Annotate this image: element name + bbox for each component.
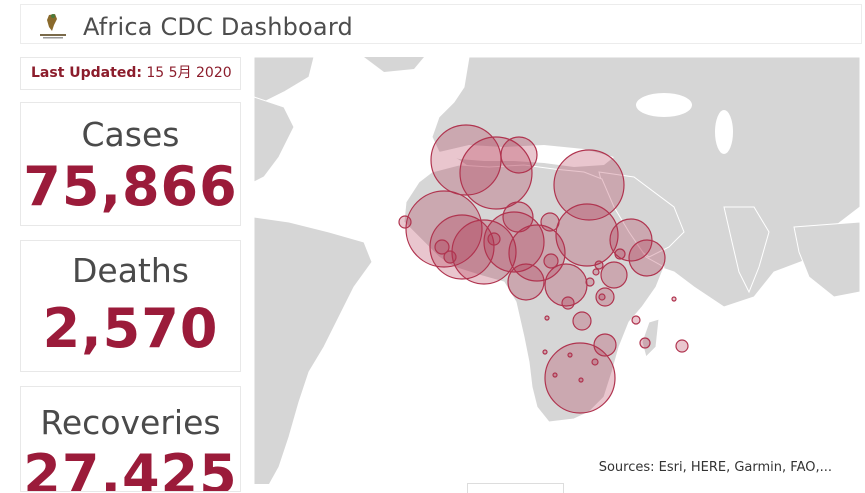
bubble-cape[interactable] (552, 372, 558, 378)
bubble-car[interactable] (543, 253, 559, 269)
bubble-congo[interactable] (544, 315, 550, 321)
bubble-senegal-region[interactable] (405, 190, 483, 268)
bubble-burundi[interactable] (598, 293, 606, 301)
bubble-sierra-leone[interactable] (434, 239, 450, 255)
bubble-algeria[interactable] (459, 136, 533, 210)
bubble-gabon[interactable] (507, 263, 545, 301)
map-bottom-tab[interactable] (467, 483, 564, 493)
bubble-angola[interactable] (561, 296, 575, 310)
bubble-mauritius[interactable] (675, 339, 689, 353)
cases-value: 75,866 (23, 155, 238, 218)
bubble-togo[interactable] (487, 232, 501, 246)
bubble-morocco[interactable] (430, 124, 502, 196)
bubble-seychelles[interactable] (671, 296, 677, 302)
bubble-chad[interactable] (540, 212, 560, 232)
africa-cdc-logo-icon (40, 14, 66, 39)
map-canvas[interactable] (254, 57, 860, 485)
bubble-madagascar[interactable] (639, 337, 651, 349)
bubble-namibia[interactable] (542, 349, 548, 355)
last-updated-banner: Last Updated: 15 5月 2020 (20, 57, 241, 90)
last-updated-label: Last Updated: (31, 65, 142, 81)
bubble-niger[interactable] (502, 201, 534, 233)
deaths-title: Deaths (72, 251, 189, 290)
bubble-zambia[interactable] (572, 311, 592, 331)
deaths-value: 2,570 (42, 297, 219, 360)
bubble-mauritania[interactable] (398, 215, 412, 229)
deaths-card: Deaths 2,570 (20, 240, 241, 372)
cases-card: Cases 75,866 (20, 102, 241, 226)
bubble-tunisia[interactable] (500, 136, 538, 174)
bubble-malawi[interactable] (593, 333, 617, 357)
recoveries-card: Recoveries 27,425 (20, 386, 241, 492)
africa-cases-map[interactable]: Sources: Esri, HERE, Garmin, FAO,... (254, 57, 860, 485)
bubble-comoros[interactable] (631, 315, 641, 325)
bubble-kenya[interactable] (600, 261, 628, 289)
app-title: Africa CDC Dashboard (83, 13, 353, 41)
case-bubbles[interactable] (398, 124, 689, 414)
map-attribution[interactable]: Sources: Esri, HERE, Garmin, FAO,... (598, 460, 832, 475)
dashboard-header: Africa CDC Dashboard (20, 4, 862, 44)
bubble-sudan[interactable] (555, 203, 619, 267)
bubble-uganda[interactable] (585, 277, 595, 287)
last-updated-value: 15 5月 2020 (146, 65, 232, 81)
bubble-botswana[interactable] (567, 352, 573, 358)
bubble-lesotho[interactable] (578, 377, 584, 383)
bubble-ethiopia[interactable] (609, 218, 653, 262)
bubble-cameroon[interactable] (508, 224, 566, 282)
recoveries-value: 27,425 (23, 443, 238, 492)
bubble-guinea[interactable] (429, 214, 495, 280)
bubble-djibouti[interactable] (614, 248, 626, 260)
bubble-egypt[interactable] (553, 149, 625, 221)
bubble-liberia[interactable] (443, 250, 457, 264)
bubble-rwanda[interactable] (592, 268, 600, 276)
bubble-somalia[interactable] (628, 239, 666, 277)
bubble-eswatini[interactable] (591, 358, 599, 366)
cases-title: Cases (81, 115, 180, 154)
recoveries-title: Recoveries (40, 403, 221, 442)
bubble-south-sudan[interactable] (594, 260, 604, 270)
